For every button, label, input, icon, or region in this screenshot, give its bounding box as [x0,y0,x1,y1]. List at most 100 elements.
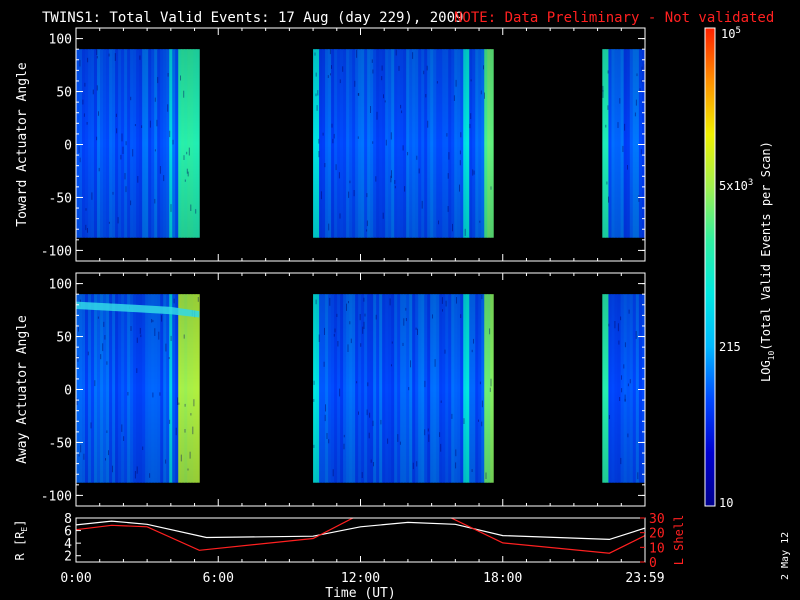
heatmap-speckle [441,297,443,304]
heatmap-speckle [484,92,485,99]
heatmap-speckle [339,388,341,397]
heatmap-speckle [459,160,461,166]
heatmap-speckle [456,297,457,304]
y-axis-label: Toward Actuator Angle [15,62,30,227]
heatmap-speckle [330,73,331,76]
heatmap-speckle [624,342,626,348]
heatmap-speckle [80,444,82,453]
heatmap-speckle [608,196,609,203]
heatmap-speckle [315,93,317,97]
x-tick-label: 18:00 [483,571,522,586]
heatmap-speckle [459,150,461,155]
heatmap-speckle [367,382,369,387]
heatmap-speckle [366,220,368,227]
heatmap-speckle [356,381,358,384]
away-angle-panel: 100 50 0 -50 -100 Away Actuator Angle [15,272,646,507]
heatmap-speckle [619,98,621,104]
heatmap-speckle [324,327,325,335]
heatmap-speckle [141,125,143,128]
heatmap-speckle [78,325,79,332]
date-stamp: 2 May 12 [780,532,791,580]
heatmap-speckle [122,146,124,154]
heatmap-speckle [324,414,326,422]
heatmap-speckle [412,462,414,470]
heatmap-speckle [390,175,392,183]
heatmap-speckle [408,387,410,391]
heatmap-speckle [398,65,400,71]
x-tick-label: 6:00 [203,571,234,586]
heatmap-speckle [333,333,335,337]
heatmap-speckle [637,472,639,480]
y-tick-label: 100 [49,33,72,48]
heatmap-speckle [116,128,118,134]
heatmap-speckle [459,184,460,192]
heatmap-speckle [446,133,448,137]
heatmap-speckle [316,105,318,111]
right-y-tick-label: 0 [649,556,657,571]
heatmap-speckle [156,119,158,127]
heatmap-speckle [91,192,93,200]
heatmap-speckle [362,326,364,334]
heatmap-speckle [130,96,132,101]
heatmap-speckle [415,327,417,330]
heatmap-speckle [184,179,186,182]
heatmap-speckle [390,132,392,140]
heatmap-speckle [641,66,643,70]
heatmap-speckle [407,152,409,156]
x-tick-label: 12:00 [341,571,380,586]
heatmap-speckle [402,342,404,346]
heatmap-shade [602,294,645,483]
heatmap-speckle [328,439,330,444]
heatmap-speckle [106,361,108,365]
heatmap-speckle [83,453,85,460]
heatmap-speckle [342,66,344,72]
heatmap-speckle [339,213,341,219]
y-tick-label: -50 [49,436,72,451]
data-block [313,49,494,238]
heatmap-speckle [336,313,338,317]
heatmap-speckle [416,461,418,467]
heatmap-speckle [617,323,619,332]
heatmap-speckle [434,359,436,367]
heatmap-speckle [349,180,351,184]
data-block [313,294,494,483]
heatmap-speckle [317,90,319,96]
heatmap-speckle [346,303,347,311]
colorbar-label: LOG10(Total Valid Events per Scan) [759,141,776,382]
heatmap-speckle [183,90,185,98]
heatmap-speckle [370,106,371,113]
heatmap-speckle [335,164,337,171]
heatmap-speckle [427,428,429,432]
heatmap-speckle [123,436,125,441]
heatmap-speckle [358,93,360,96]
heatmap-speckle [139,55,141,60]
heatmap-speckle [117,217,119,224]
heatmap-speckle [96,55,98,59]
heatmap-speckle [92,89,94,95]
heatmap-speckle [134,471,136,479]
heatmap-speckle [186,151,188,155]
heatmap-speckle [471,469,473,472]
heatmap-speckle [85,208,87,211]
heatmap-speckle [472,169,474,176]
heatmap-speckle [96,85,98,91]
heatmap-speckle [427,120,429,128]
heatmap-speckle [343,443,345,450]
heatmap-speckle [444,349,446,354]
heatmap-speckle [455,462,457,469]
heatmap-speckle [619,397,621,401]
heatmap-speckle [337,341,339,347]
heatmap-speckle [158,331,160,340]
heatmap-speckle [159,392,161,396]
left-y-axis-label: R [RE] [13,520,29,561]
heatmap-shade [76,49,200,238]
heatmap-speckle [134,124,136,127]
heatmap-speckle [98,167,100,172]
heatmap-speckle [620,457,622,465]
heatmap-speckle [363,321,365,329]
y-tick-label: -50 [49,191,72,206]
heatmap-speckle [183,334,185,339]
heatmap-speckle [397,434,399,442]
heatmap-speckle [142,446,144,450]
colorbar-tick-low: 215 [719,340,741,354]
